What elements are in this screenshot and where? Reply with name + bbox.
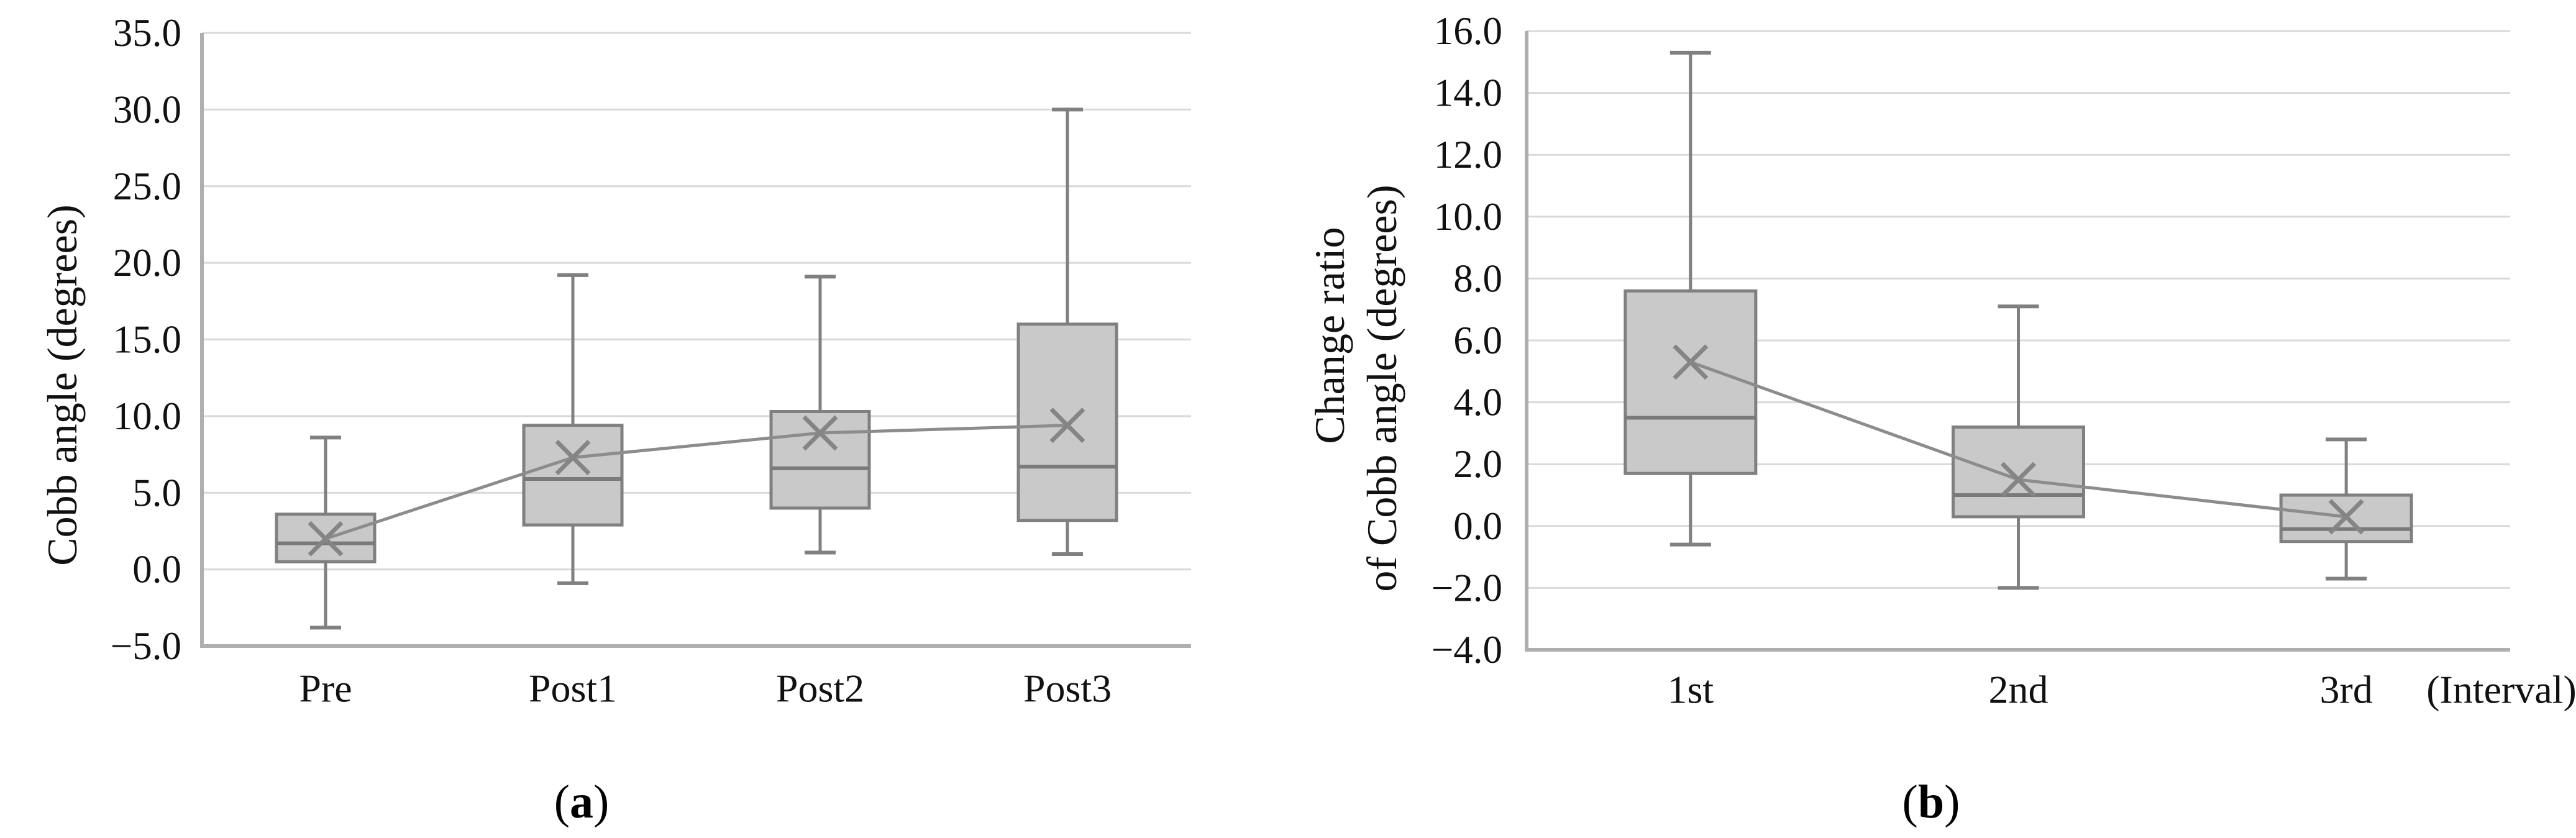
mean-marker-Post1: [555, 440, 591, 475]
y-tick-label: 0.0: [132, 548, 181, 591]
mean-marker-3rd: [2328, 499, 2364, 535]
y-tick-label: 12.0: [1434, 133, 1502, 176]
mean-marker-1st: [1673, 344, 1709, 380]
y-tick-label: 30.0: [113, 88, 181, 131]
y-tick-label: −2.0: [1432, 566, 1502, 609]
x-category-label: Pre: [299, 667, 352, 711]
x-category-label: Post2: [776, 667, 864, 711]
y-tick-label: 16.0: [1434, 9, 1502, 53]
box-Post2: [769, 409, 871, 510]
caption-a-letter: a: [570, 776, 593, 828]
y-tick-label: 4.0: [1453, 381, 1502, 424]
panel-caption-b: (b): [1902, 775, 1960, 829]
mean-marker-Post2: [802, 415, 838, 451]
y-tick-label: 15.0: [113, 318, 181, 362]
caption-a-open-paren: (: [554, 776, 570, 828]
y-tick-label: 25.0: [113, 165, 181, 208]
x-category-label: Post1: [529, 667, 617, 711]
interval-label: (Interval): [2426, 668, 2576, 712]
y-axis-label: of Cobb angle (degrees): [1358, 184, 1405, 591]
panel-caption-a: (a): [554, 775, 610, 829]
mean-marker-Post3: [1049, 408, 1085, 444]
y-tick-label: −4.0: [1432, 628, 1502, 672]
caption-b-close-paren: ): [1944, 776, 1960, 828]
y-tick-label: 8.0: [1453, 257, 1502, 300]
y-tick-label: 35.0: [113, 11, 181, 55]
y-tick-label: −5.0: [111, 624, 181, 668]
x-category-label: 2nd: [1989, 668, 2048, 712]
y-tick-label: 10.0: [1434, 195, 1502, 239]
box-3rd: [2279, 493, 2413, 544]
box-2nd: [1952, 425, 2085, 519]
y-tick-label: 6.0: [1453, 319, 1502, 362]
x-category-label: 3rd: [2320, 668, 2373, 712]
y-tick-label: 10.0: [113, 394, 181, 438]
box-1st: [1624, 289, 1758, 475]
y-tick-label: 5.0: [132, 471, 181, 514]
y-axis-label: Change ratio: [1306, 227, 1353, 444]
mean-connector-line: [325, 424, 1068, 540]
y-axis-label: Cobb angle (degrees): [39, 204, 86, 566]
box-Post1: [522, 424, 624, 527]
mean-marker-2nd: [2001, 462, 2036, 498]
caption-b-letter: b: [1917, 776, 1945, 828]
y-tick-label: 0.0: [1453, 504, 1502, 548]
y-tick-label: 14.0: [1434, 71, 1502, 115]
y-tick-label: 20.0: [113, 241, 181, 285]
caption-a-close-paren: ): [593, 776, 610, 828]
x-category-label: 1st: [1667, 668, 1714, 712]
caption-b-open-paren: (: [1902, 776, 1918, 828]
y-tick-label: 2.0: [1453, 442, 1502, 486]
mean-marker-Pre: [308, 521, 344, 557]
x-category-label: Post3: [1023, 667, 1112, 711]
